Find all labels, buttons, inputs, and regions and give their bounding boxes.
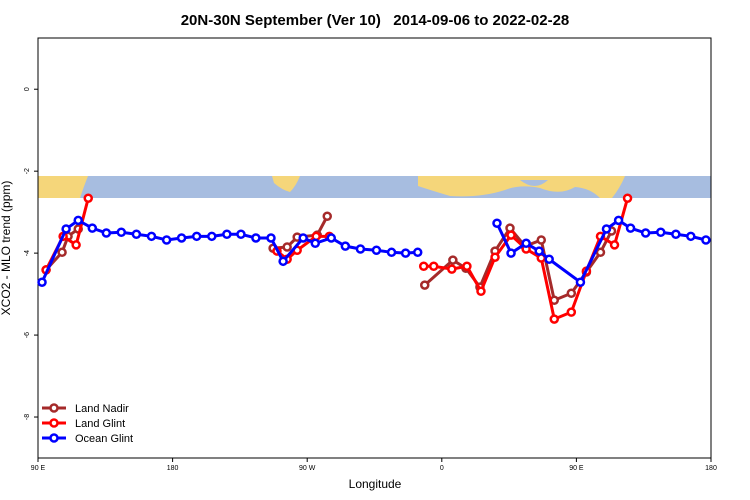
point [671, 229, 681, 240]
y-tick-label: -4 [24, 250, 31, 256]
point [492, 218, 502, 228]
map-strip [38, 176, 711, 198]
point [521, 238, 531, 249]
series [37, 215, 711, 287]
point [116, 227, 127, 237]
point [613, 215, 624, 226]
point [412, 247, 423, 258]
point [625, 223, 636, 233]
point [549, 314, 560, 324]
point [371, 245, 382, 256]
point [686, 231, 696, 242]
chart-title: 20N-30N September (Ver 10) 2014-09-06 to… [181, 12, 570, 29]
point [386, 247, 397, 258]
point [490, 252, 500, 262]
point [506, 248, 516, 258]
point [428, 261, 439, 271]
point [298, 233, 308, 243]
y-tick-label: -6 [24, 332, 31, 338]
legend-label: Land Nadir [75, 403, 129, 415]
point [61, 224, 71, 234]
map-sea [520, 180, 548, 186]
x-tick-label: 90 E [569, 465, 584, 472]
point [101, 228, 112, 238]
plot-frame [37, 37, 712, 459]
point [340, 241, 351, 251]
point [131, 229, 142, 240]
point [448, 255, 458, 265]
map-land [418, 176, 625, 198]
point [176, 233, 187, 243]
point [87, 223, 98, 233]
y-axis-label: XCO2 - MLO trend (ppm) [0, 181, 13, 316]
point [278, 256, 288, 267]
point [476, 286, 486, 296]
point [601, 224, 612, 234]
point [251, 233, 261, 243]
point [566, 288, 577, 299]
point [310, 238, 321, 249]
point [207, 231, 217, 242]
point [420, 280, 430, 290]
map-land [38, 176, 88, 198]
point [534, 246, 544, 256]
point [536, 235, 547, 245]
x-tick-label: 90 E [31, 465, 46, 472]
point [71, 240, 81, 250]
point [462, 261, 472, 271]
point [701, 235, 711, 245]
point [575, 277, 586, 287]
point [161, 235, 172, 245]
x-tick-label: 180 [167, 465, 179, 472]
point [282, 242, 292, 252]
y-tick-label: -2 [24, 168, 31, 174]
point [266, 233, 276, 243]
point [447, 264, 457, 274]
legend-marker [49, 418, 59, 428]
legend: Land Nadir Land Glint Ocean Glint [42, 403, 133, 445]
point [191, 231, 202, 242]
y-tick-label: -8 [24, 414, 31, 420]
point [595, 247, 606, 258]
x-tick-label: 180 [705, 465, 717, 472]
point [322, 211, 332, 221]
map-land [272, 176, 300, 192]
y-tick-label: 0 [24, 87, 31, 91]
legend-marker [49, 403, 59, 413]
point [566, 307, 577, 317]
x-tick-label: 90 W [299, 465, 316, 472]
point [222, 229, 232, 240]
point [83, 193, 94, 203]
x-tick-label: 0 [440, 465, 444, 472]
point [236, 229, 246, 240]
point [544, 254, 554, 265]
point [418, 261, 429, 271]
point [57, 247, 67, 258]
legend-marker [49, 433, 59, 443]
point [622, 193, 633, 203]
legend-label: Ocean Glint [75, 433, 133, 445]
point [146, 231, 157, 242]
point [37, 277, 47, 287]
point [655, 227, 666, 237]
point [400, 248, 411, 258]
point [355, 244, 366, 254]
legend-label: Land Glint [75, 418, 125, 430]
point [326, 233, 337, 243]
point [640, 228, 651, 238]
point [506, 230, 516, 240]
x-axis-label: Longitude [349, 477, 402, 491]
point [73, 215, 83, 226]
point [609, 240, 620, 250]
